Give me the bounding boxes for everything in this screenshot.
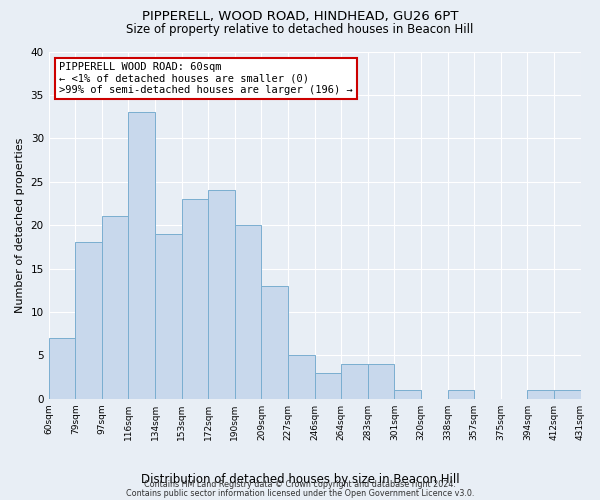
Bar: [341, 364, 368, 399]
Bar: [262, 286, 288, 399]
Bar: [314, 372, 341, 399]
Bar: [527, 390, 554, 399]
Bar: [368, 364, 394, 399]
Bar: [288, 356, 314, 399]
Bar: [554, 390, 581, 399]
Bar: [49, 338, 75, 399]
Text: Contains public sector information licensed under the Open Government Licence v3: Contains public sector information licen…: [126, 488, 474, 498]
Bar: [75, 242, 102, 399]
Bar: [182, 199, 208, 399]
Text: PIPPERELL WOOD ROAD: 60sqm
← <1% of detached houses are smaller (0)
>99% of semi: PIPPERELL WOOD ROAD: 60sqm ← <1% of deta…: [59, 62, 353, 95]
Bar: [448, 390, 474, 399]
Bar: [128, 112, 155, 399]
Text: PIPPERELL, WOOD ROAD, HINDHEAD, GU26 6PT: PIPPERELL, WOOD ROAD, HINDHEAD, GU26 6PT: [142, 10, 458, 23]
Y-axis label: Number of detached properties: Number of detached properties: [15, 138, 25, 313]
Bar: [155, 234, 182, 399]
Text: Distribution of detached houses by size in Beacon Hill: Distribution of detached houses by size …: [140, 472, 460, 486]
Text: Contains HM Land Registry data © Crown copyright and database right 2024.: Contains HM Land Registry data © Crown c…: [144, 480, 456, 489]
Bar: [208, 190, 235, 399]
Text: Size of property relative to detached houses in Beacon Hill: Size of property relative to detached ho…: [127, 22, 473, 36]
Bar: [102, 216, 128, 399]
Bar: [235, 225, 262, 399]
Bar: [394, 390, 421, 399]
